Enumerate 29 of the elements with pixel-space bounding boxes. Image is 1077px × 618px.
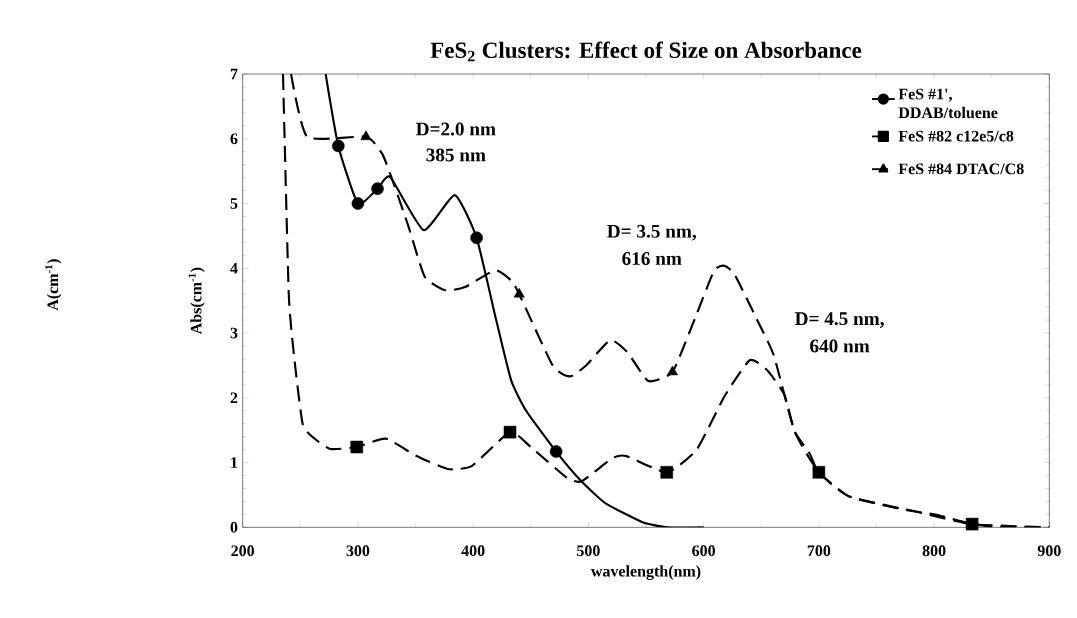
x-tick-label: 600	[692, 545, 715, 557]
y-tick-label: 1	[231, 457, 238, 468]
annotation: D=2.0 nm	[416, 122, 496, 136]
annotation: D= 3.5 nm,	[607, 224, 696, 241]
y-tick-label: 3	[230, 327, 238, 339]
legend-label: FeS #82 c12e5/c8	[898, 130, 1014, 142]
chart-title: FeS$_{2}$ Clusters: Effect of Size on Absorbance	[430, 41, 862, 62]
x-tick-label: 300	[346, 545, 370, 557]
x-tick-label: 200	[231, 545, 255, 557]
x-tick-label: 700	[807, 545, 831, 557]
x-tick-label: 800	[922, 545, 946, 557]
x-tick-label: 900	[1037, 545, 1061, 557]
y-tick-label: 2	[230, 392, 238, 404]
text: A(cm$^{-1}$)	[45, 259, 62, 311]
x-axis-title: wavelength(nm)	[590, 565, 701, 580]
x-tick-label: 400	[461, 545, 485, 557]
annotation: 616 nm	[622, 252, 682, 266]
legend-label: FeS #1', DDAB/toluene	[898, 88, 998, 119]
y-tick-label: 0	[230, 521, 238, 533]
annotation: 385 nm	[426, 148, 486, 162]
legend-label: FeS #84 DTAC/C8	[898, 163, 1024, 175]
annotation: 640 nm	[810, 339, 870, 353]
y-tick-label: 4	[230, 263, 238, 274]
y-tick-label: 7	[230, 68, 238, 80]
annotation: D= 4.5 nm,	[795, 312, 884, 328]
x-tick-label: 500	[577, 545, 600, 557]
y-tick-label: 5	[230, 198, 238, 209]
y-axis-title: Abs(cm$^{-1}$)	[188, 267, 205, 335]
y-tick-label: 6	[230, 133, 238, 145]
